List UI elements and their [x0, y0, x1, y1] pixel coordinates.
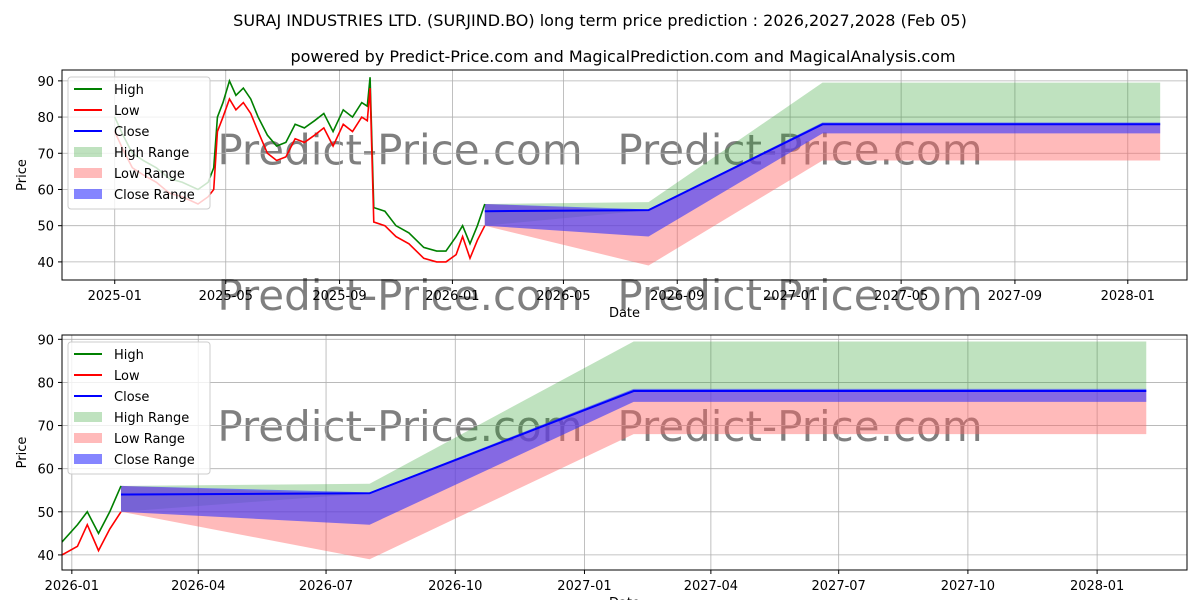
tick-label-x: 2025-05 — [199, 289, 253, 304]
tick-label-y: 80 — [37, 111, 54, 126]
tick-label-x: 2026-05 — [536, 289, 590, 304]
axes-frame — [61, 69, 1188, 281]
tick-label-y: 90 — [37, 333, 54, 348]
tick-label-x: 2026-10 — [428, 579, 482, 594]
tick-label-x: 2026-09 — [650, 289, 704, 304]
tick-label-y: 60 — [37, 463, 54, 478]
panel-1: Predict-Price.com Predict-Price.com Predic… — [15, 69, 1188, 321]
legend-label: High Range — [114, 411, 189, 426]
tick-label-x: 2027-01 — [763, 289, 817, 304]
tick-label-y: 50 — [37, 506, 54, 521]
legend-label: High Range — [114, 146, 189, 161]
x-axis-label: Date — [609, 306, 640, 321]
legend: High Low Close High Range Low Range Close Ran… — [67, 76, 211, 210]
tick-label-y: 80 — [37, 376, 54, 391]
y-axis-label: Price — [15, 159, 30, 191]
tick-label-y: 50 — [37, 220, 54, 235]
legend-label: Close — [114, 390, 149, 405]
legend-swatch-low-range — [74, 433, 102, 443]
watermark: Predict-Price.com — [617, 126, 982, 175]
tick-label-x: 2026-01 — [45, 579, 99, 594]
tick-label-x: 2026-04 — [171, 579, 225, 594]
legend-swatch-low-range — [74, 168, 102, 178]
legend-label: Low Range — [114, 432, 185, 447]
legend-swatch-close-range — [74, 454, 102, 464]
legend-swatch-high-range — [74, 147, 102, 157]
tick-label-x: 2028-01 — [1101, 289, 1155, 304]
watermark: Predict-Price.com — [217, 271, 582, 320]
legend-swatch-close-range — [74, 189, 102, 199]
close-line — [120, 390, 1147, 496]
tick-label-x: 2027-09 — [988, 289, 1042, 304]
high-range-area — [120, 341, 1147, 512]
legend-swatch-high-range — [74, 412, 102, 422]
axes-frame — [61, 334, 1188, 571]
plot-area — [62, 341, 1147, 560]
legend-box — [67, 341, 211, 475]
legend-label: Low Range — [114, 167, 185, 182]
tick-label-x: 2028-01 — [1070, 579, 1124, 594]
legend-label: Low — [114, 369, 140, 384]
tick-label-y: 70 — [37, 147, 54, 162]
tick-label-y: 40 — [37, 549, 54, 564]
chart-title: SURAJ INDUSTRIES LTD. (SURJIND.BO) long … — [233, 11, 967, 30]
legend-label: Close — [114, 125, 149, 140]
tick-label-y: 70 — [37, 420, 54, 435]
tick-label-x: 2025-09 — [312, 289, 366, 304]
legend-label: Low — [114, 104, 140, 119]
y-axis-label: Price — [15, 437, 30, 469]
tick-label-y: 60 — [37, 183, 54, 198]
legend-label: Close Range — [114, 453, 195, 468]
x-axis-label: Date — [609, 596, 640, 600]
tick-label-y: 40 — [37, 256, 54, 271]
tick-label-x: 2026-01 — [425, 289, 479, 304]
tick-label-x: 2027-07 — [812, 579, 866, 594]
legend-label: Close Range — [114, 188, 195, 203]
panel-2: Predict-Price.com Predict-Price.com405060… — [15, 333, 1188, 600]
tick-label-x: 2025-01 — [88, 289, 142, 304]
tick-label-x: 2027-05 — [874, 289, 928, 304]
watermark: Predict-Price.com — [617, 271, 982, 320]
tick-label-x: 2027-04 — [684, 579, 738, 594]
tick-label-x: 2026-07 — [299, 579, 353, 594]
legend-label: High — [114, 348, 144, 363]
legend: High Low Close High Range Low Range Close Ran… — [67, 341, 211, 475]
tick-label-x: 2027-01 — [557, 579, 611, 594]
watermark: Predict-Price.com — [217, 126, 582, 175]
chart-subtitle: powered by Predict-Price.com and Magical… — [290, 47, 955, 66]
watermark: Predict-Price.com — [617, 402, 982, 451]
legend-box — [67, 76, 211, 210]
high-range-area — [484, 82, 1161, 226]
low-range-area — [484, 124, 1161, 266]
tick-label-y: 90 — [37, 75, 54, 90]
tick-label-x: 2027-10 — [941, 579, 995, 594]
close-line — [484, 123, 1161, 213]
legend-label: High — [114, 83, 144, 98]
